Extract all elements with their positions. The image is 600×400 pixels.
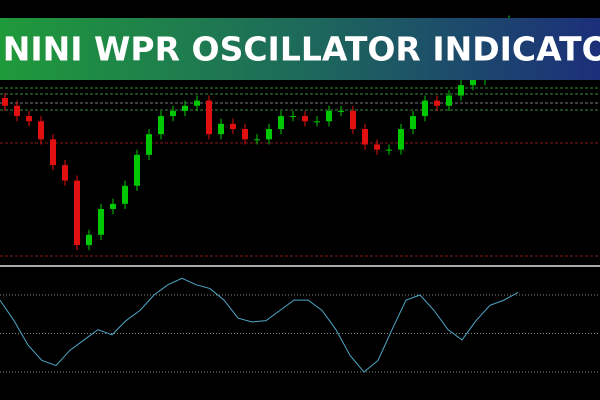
candle-body <box>230 123 236 129</box>
price-panel <box>2 15 512 251</box>
candle-body <box>122 185 128 204</box>
candle-body <box>410 116 416 129</box>
candle-body <box>38 121 44 140</box>
candle-body <box>458 85 464 96</box>
candle-body <box>74 180 80 246</box>
candle-body <box>218 123 224 135</box>
candle-body <box>194 100 200 106</box>
banner <box>0 18 600 80</box>
candle-body <box>470 79 476 86</box>
candle-body <box>278 116 284 129</box>
candle-body <box>422 100 428 117</box>
candle-body <box>62 165 68 181</box>
candle-body <box>434 100 440 106</box>
candle-body <box>290 116 296 118</box>
candle-body <box>50 139 56 166</box>
candle-body <box>170 110 176 117</box>
candle-body <box>314 121 320 123</box>
wpr-line <box>0 277 519 373</box>
oscillator-panel <box>0 277 600 373</box>
candle-body <box>302 116 308 122</box>
candle-body <box>98 208 104 235</box>
candle-body <box>350 110 356 129</box>
candle-body <box>242 129 248 140</box>
candle-body <box>254 139 260 141</box>
candle-body <box>86 234 92 246</box>
candle-body <box>26 116 32 122</box>
candle-body <box>446 95 452 106</box>
candle-body <box>2 98 8 106</box>
candle-body <box>146 134 152 155</box>
candle-body <box>398 129 404 150</box>
candle-body <box>110 203 116 209</box>
candle-body <box>338 110 344 112</box>
candle-body <box>266 129 272 140</box>
candle-body <box>134 154 140 186</box>
level-lines <box>0 87 600 257</box>
candle-body <box>386 149 392 151</box>
candle-body <box>182 105 188 111</box>
candle-body <box>362 129 368 145</box>
candle-body <box>158 116 164 135</box>
candle-body <box>326 110 332 122</box>
candle-body <box>206 100 212 135</box>
candle-body <box>374 144 380 150</box>
candle-body <box>14 105 20 117</box>
banner-title: VININI WPR OSCILLATOR INDICATOR <box>0 30 600 69</box>
